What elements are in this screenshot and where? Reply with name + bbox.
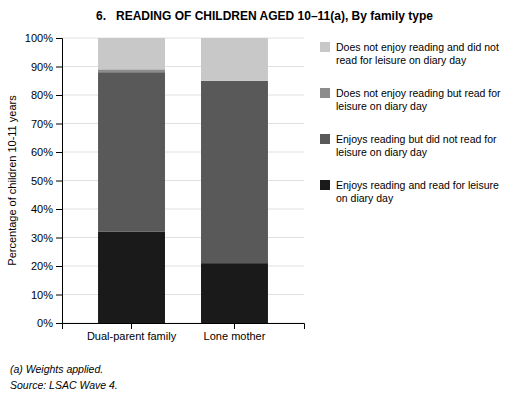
- y-axis-title: Percentage of children 10-11 years: [6, 95, 18, 266]
- legend-swatch: [320, 88, 330, 98]
- footnote: Source: LSAC Wave 4.: [10, 379, 118, 391]
- x-tick-mark: [234, 323, 235, 329]
- y-tick-label: 20%: [31, 260, 53, 272]
- y-tick-mark: [56, 124, 62, 125]
- legend-label: Does not enjoy reading but read forleisu…: [336, 87, 501, 112]
- bar: [98, 69, 165, 72]
- legend-item: Enjoys reading and read for leisureon di…: [320, 179, 499, 204]
- x-tick-label: Dual-parent family: [87, 330, 177, 342]
- plot-area: 0% 10% 20% 30% 40% 50% 60% 70% 80% 90% 100% Dual-pa…: [6, 32, 305, 342]
- y-tick-mark: [56, 295, 62, 296]
- y-tick: 90%: [31, 61, 62, 73]
- y-axis: 0% 10% 20% 30% 40% 50% 60% 70% 80% 90% 100%: [25, 32, 63, 329]
- x-axis-line: [63, 324, 305, 330]
- legend-label: Enjoys reading and read for leisureon di…: [336, 179, 499, 204]
- y-tick-label: 0%: [37, 317, 53, 329]
- footnote: (a) Weights applied.: [10, 363, 103, 375]
- bar-series: [98, 69, 165, 72]
- y-tick-label: 50%: [31, 175, 53, 187]
- y-tick: 100%: [25, 32, 62, 44]
- legend-swatch: [320, 134, 330, 144]
- y-tick-label: 70%: [31, 118, 53, 130]
- bar: [201, 81, 268, 263]
- grid: [62, 38, 304, 323]
- y-tick: 30%: [31, 232, 62, 244]
- y-tick: 40%: [31, 203, 62, 215]
- y-tick-mark: [56, 266, 62, 267]
- title: 6. READING OF CHILDREN AGED 10–11(a), By…: [96, 9, 433, 23]
- legend-item: Does not enjoy reading and did notread f…: [320, 41, 499, 66]
- y-tick-label: 30%: [31, 232, 53, 244]
- x-tick-label: Lone mother: [204, 330, 266, 342]
- y-tick-mark: [56, 67, 62, 68]
- legend-swatch: [320, 42, 330, 52]
- bar: [201, 263, 268, 323]
- y-tick: 10%: [31, 289, 62, 301]
- y-tick-label: 40%: [31, 203, 53, 215]
- y-tick: 60%: [31, 146, 62, 158]
- chart-svg: 0% 10% 20% 30% 40% 50% 60% 70% 80% 90% 100% Dual-pa…: [0, 0, 529, 403]
- legend-label: Enjoys reading but did not read forleisu…: [336, 133, 497, 158]
- bar: [201, 38, 268, 81]
- y-tick-mark: [56, 238, 62, 239]
- y-tick-label: 90%: [31, 61, 53, 73]
- x-tick: Lone mother: [204, 323, 266, 342]
- y-tick: 70%: [31, 118, 62, 130]
- y-tick-mark: [56, 152, 62, 153]
- legend: Does not enjoy reading and did notread f…: [320, 41, 501, 204]
- x-axis: Dual-parent family Lone mother: [63, 323, 305, 342]
- y-tick-mark: [56, 209, 62, 210]
- bar: [98, 72, 165, 232]
- legend-item: Does not enjoy reading but read forleisu…: [320, 87, 501, 112]
- y-axis-line: [56, 39, 63, 324]
- y-tick-label: 60%: [31, 146, 53, 158]
- legend-label: Does not enjoy reading and did notread f…: [336, 41, 499, 66]
- bar: [98, 232, 165, 323]
- bar-series: [98, 72, 268, 263]
- y-tick: 0%: [37, 317, 62, 329]
- y-tick-mark: [56, 95, 62, 96]
- x-tick-mark: [131, 323, 132, 329]
- y-tick-label: 80%: [31, 89, 53, 101]
- y-tick: 50%: [31, 175, 62, 187]
- chart-container: 0% 10% 20% 30% 40% 50% 60% 70% 80% 90% 100% Dual-pa…: [0, 0, 529, 403]
- y-tick-mark: [56, 38, 62, 39]
- bar-series: [98, 38, 268, 81]
- x-tick: Dual-parent family: [87, 323, 177, 342]
- y-tick-label: 100%: [25, 32, 53, 44]
- y-tick-mark: [56, 323, 62, 324]
- legend-item: Enjoys reading but did not read forleisu…: [320, 133, 497, 158]
- y-tick: 80%: [31, 89, 62, 101]
- y-tick-mark: [56, 181, 62, 182]
- y-tick-label: 10%: [31, 289, 53, 301]
- bar: [98, 38, 165, 69]
- legend-swatch: [320, 180, 330, 190]
- bars: [98, 38, 268, 323]
- y-tick: 20%: [31, 260, 62, 272]
